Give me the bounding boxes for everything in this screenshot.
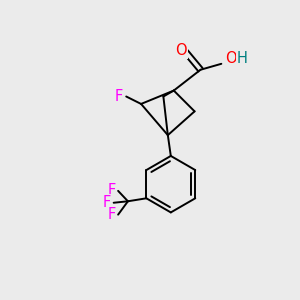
Text: H: H [237, 51, 248, 66]
Text: O: O [225, 51, 236, 66]
Text: F: F [107, 207, 116, 222]
Text: O: O [176, 43, 187, 58]
Text: F: F [103, 195, 111, 210]
Text: F: F [107, 183, 116, 198]
Text: F: F [115, 89, 123, 104]
